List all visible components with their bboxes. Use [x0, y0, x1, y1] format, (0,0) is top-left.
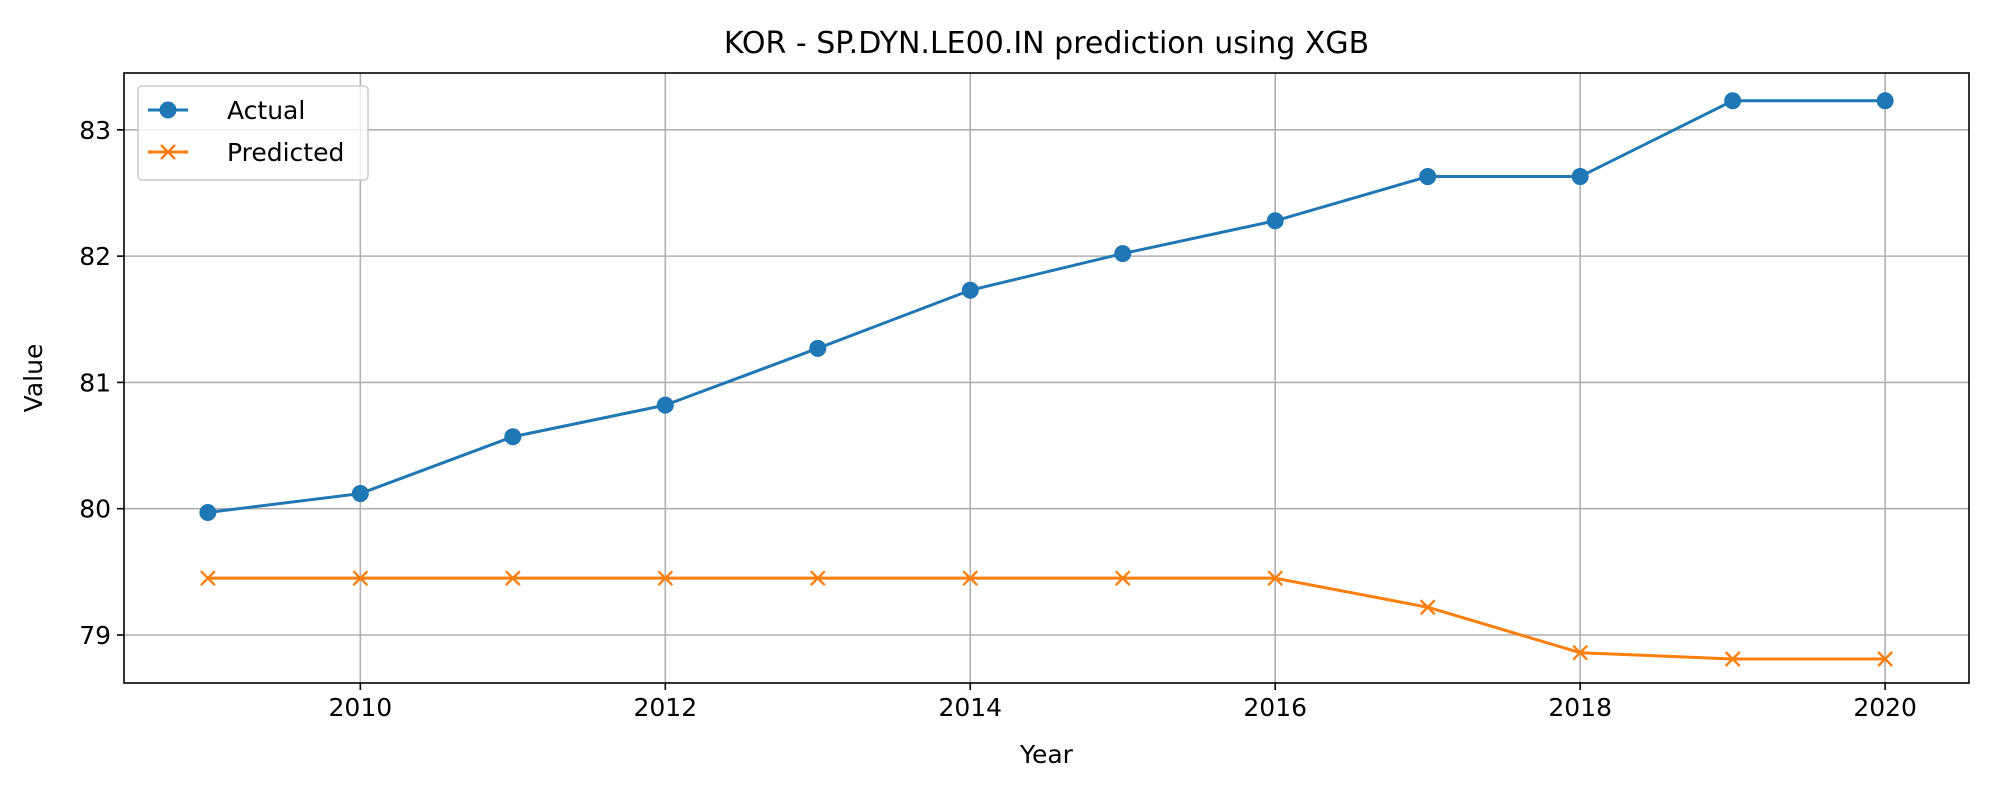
data-point-actual [504, 428, 522, 446]
data-point-predicted [1114, 570, 1131, 587]
data-point-predicted [809, 570, 826, 587]
data-point-actual [351, 485, 369, 503]
data-point-predicted [1877, 651, 1893, 667]
y-axis-title: Value [19, 344, 48, 413]
data-point-predicted [200, 570, 216, 587]
data-point-actual [1724, 92, 1742, 110]
data-point-actual [656, 396, 674, 414]
y-tick-label: 80 [79, 495, 111, 524]
data-point-actual [961, 281, 979, 299]
legend-marker-predicted [160, 144, 176, 160]
data-point-predicted [1267, 570, 1284, 587]
data-point-actual [1266, 212, 1284, 230]
x-tick-label: 2012 [633, 693, 697, 722]
series-layer [199, 92, 1894, 667]
data-point-actual [809, 339, 827, 357]
axis-ticks: 2010 2012 2014 2016 2018 2020 79 80 81 82 83 [79, 116, 1917, 722]
data-point-predicted [962, 570, 979, 587]
data-point-actual [199, 504, 217, 522]
data-point-predicted [504, 570, 521, 587]
legend-box [137, 85, 369, 181]
y-tick-label: 79 [79, 621, 111, 650]
series-actual [199, 92, 1894, 522]
data-point-predicted [1572, 644, 1589, 661]
legend-marker-actual [159, 101, 177, 119]
legend-label-predicted: Predicted [227, 138, 344, 167]
series-line-actual [206, 99, 1887, 515]
chart-title: KOR - SP.DYN.LE00.IN prediction using XG… [724, 26, 1369, 61]
data-point-actual [1876, 92, 1894, 110]
data-point-predicted [1724, 651, 1741, 667]
x-axis-title: Year [1019, 740, 1074, 769]
x-tick-label: 2010 [329, 693, 393, 722]
series-predicted [200, 570, 1893, 667]
data-point-predicted [657, 570, 674, 587]
legend: Actual Predicted [137, 85, 369, 181]
data-point-predicted [352, 570, 369, 587]
y-tick-label: 83 [79, 116, 111, 145]
data-point-predicted [1419, 599, 1436, 616]
y-tick-label: 81 [79, 368, 111, 397]
x-tick-label: 2014 [938, 693, 1002, 722]
x-tick-label: 2020 [1853, 693, 1917, 722]
data-point-actual [1419, 168, 1437, 186]
x-tick-label: 2018 [1548, 693, 1612, 722]
x-tick-label: 2016 [1243, 693, 1307, 722]
data-point-actual [1571, 168, 1589, 186]
legend-label-actual: Actual [227, 96, 305, 125]
plot-frame [123, 72, 1970, 684]
grid-lines [124, 73, 1969, 683]
data-point-actual [1114, 245, 1132, 263]
series-line-predicted [206, 576, 1887, 661]
legend-item-predicted: Predicted [148, 138, 344, 167]
y-tick-label: 82 [79, 242, 111, 271]
legend-item-actual: Actual [148, 96, 305, 125]
